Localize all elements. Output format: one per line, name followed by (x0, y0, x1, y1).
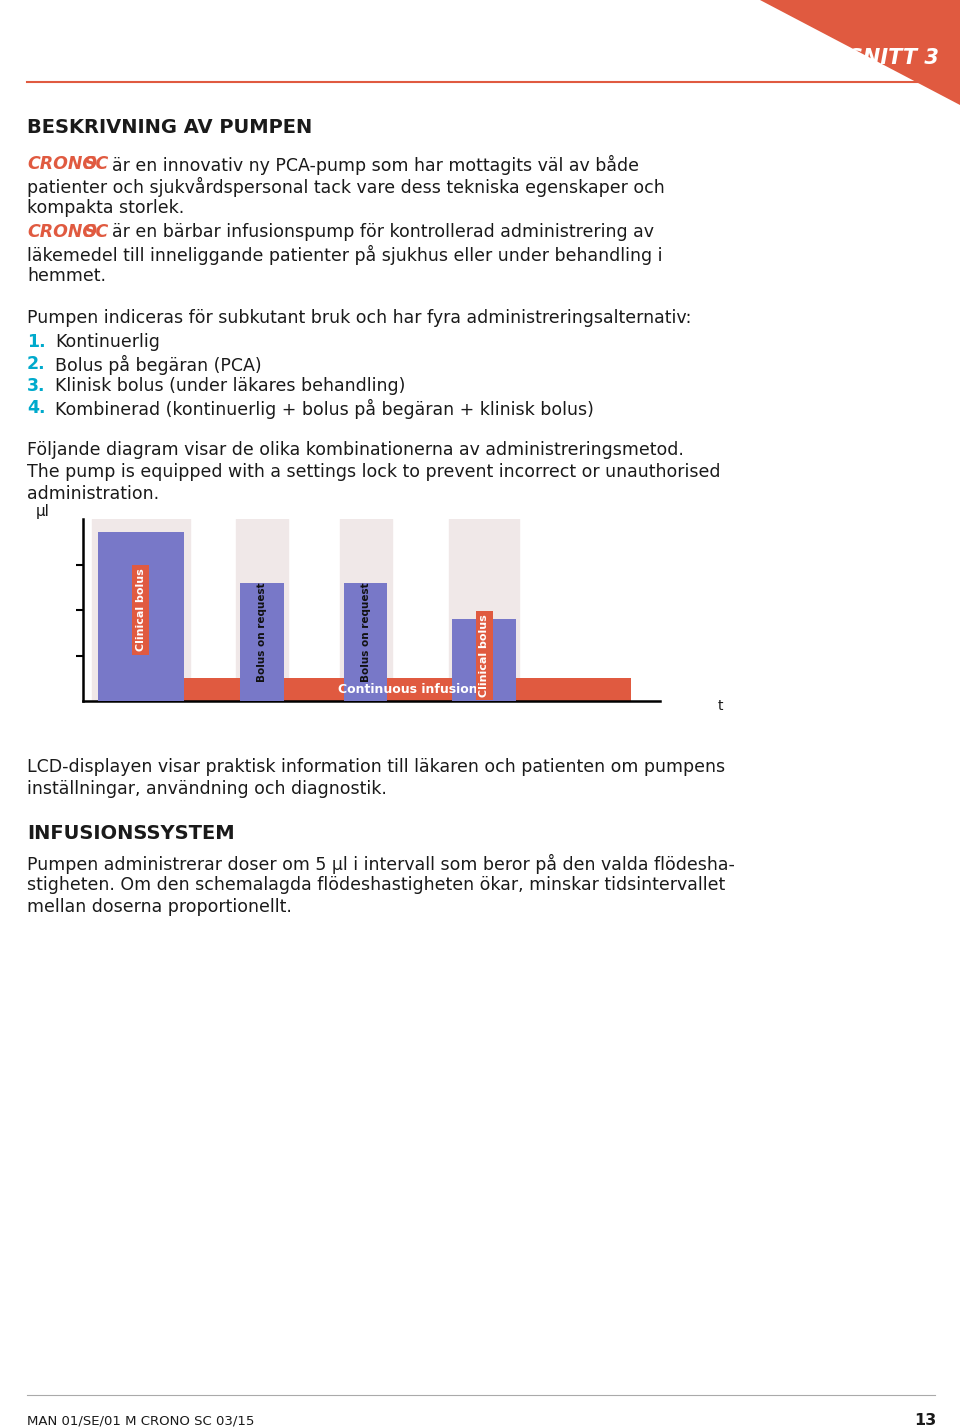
Text: t: t (718, 699, 723, 714)
Text: The pump is equipped with a settings lock to prevent incorrect or unauthorised: The pump is equipped with a settings loc… (27, 462, 721, 481)
Text: hemmet.: hemmet. (27, 267, 106, 285)
Text: LCD-displayen visar praktisk information till läkaren och patienten om pumpens: LCD-displayen visar praktisk information… (27, 758, 725, 776)
Text: 13: 13 (914, 1413, 936, 1427)
Text: CRONO: CRONO (27, 223, 97, 241)
Text: 3.: 3. (27, 377, 45, 395)
Text: CRONO: CRONO (27, 156, 97, 173)
Text: stigheten. Om den schemalagda flödeshastigheten ökar, minskar tidsintervallet: stigheten. Om den schemalagda flödeshast… (27, 876, 725, 893)
Text: Kontinuerlig: Kontinuerlig (55, 332, 160, 351)
Text: 1.: 1. (27, 332, 46, 351)
Text: BESKRIVNING AV PUMPEN: BESKRIVNING AV PUMPEN (27, 118, 312, 137)
Text: Kombinerad (kontinuerlig + bolus på begäran + klinisk bolus): Kombinerad (kontinuerlig + bolus på begä… (55, 400, 594, 420)
Text: patienter och sjukvårdspersonal tack vare dess tekniska egenskaper och: patienter och sjukvårdspersonal tack var… (27, 177, 664, 197)
Bar (452, 619, 516, 701)
Text: kompakta storlek.: kompakta storlek. (27, 198, 184, 217)
Text: Bolus on request: Bolus on request (257, 582, 267, 682)
Bar (184, 678, 631, 701)
Text: Pumpen administrerar doser om 5 μl i intervall som beror på den valda flödesha-: Pumpen administrerar doser om 5 μl i int… (27, 853, 734, 875)
Text: är en innovativ ny PCA-pump som har mottagits väl av både: är en innovativ ny PCA-pump som har mott… (112, 156, 639, 176)
Text: INFUSIONSSYSTEM: INFUSIONSSYSTEM (27, 823, 234, 843)
Text: läkemedel till inneliggande patienter på sjukhus eller under behandling i: läkemedel till inneliggande patienter på… (27, 245, 662, 265)
Text: inställningar, användning och diagnostik.: inställningar, användning och diagnostik… (27, 781, 387, 798)
Text: μl: μl (36, 504, 50, 519)
Text: Pumpen indiceras för subkutant bruk och har fyra administreringsalternativ:: Pumpen indiceras för subkutant bruk och … (27, 310, 691, 327)
Polygon shape (760, 0, 960, 106)
Bar (240, 582, 283, 701)
Text: AVSNITT 3: AVSNITT 3 (817, 49, 939, 68)
Text: administration.: administration. (27, 485, 159, 502)
Text: MAN 01/SE/01 M CRONO SC 03/15: MAN 01/SE/01 M CRONO SC 03/15 (27, 1416, 254, 1427)
Text: 2.: 2. (27, 355, 46, 372)
Text: mellan doserna proportionellt.: mellan doserna proportionellt. (27, 898, 292, 916)
Text: SC: SC (84, 156, 109, 173)
Bar (345, 582, 388, 701)
Bar (98, 532, 184, 701)
Text: Följande diagram visar de olika kombinationerna av administreringsmetod.: Följande diagram visar de olika kombinat… (27, 441, 684, 459)
Text: Continuous infusion: Continuous infusion (338, 684, 477, 696)
Text: 4.: 4. (27, 400, 45, 417)
Text: är en bärbar infusionspump för kontrollerad administrering av: är en bärbar infusionspump för kontrolle… (112, 223, 654, 241)
Text: Clinical bolus: Clinical bolus (136, 569, 146, 652)
Text: Clinical bolus: Clinical bolus (479, 614, 489, 696)
Text: Bolus on request: Bolus on request (361, 582, 371, 682)
Text: Bolus på begäran (PCA): Bolus på begäran (PCA) (55, 355, 262, 375)
Text: SC: SC (84, 223, 109, 241)
Text: Klinisk bolus (under läkares behandling): Klinisk bolus (under läkares behandling) (55, 377, 405, 395)
